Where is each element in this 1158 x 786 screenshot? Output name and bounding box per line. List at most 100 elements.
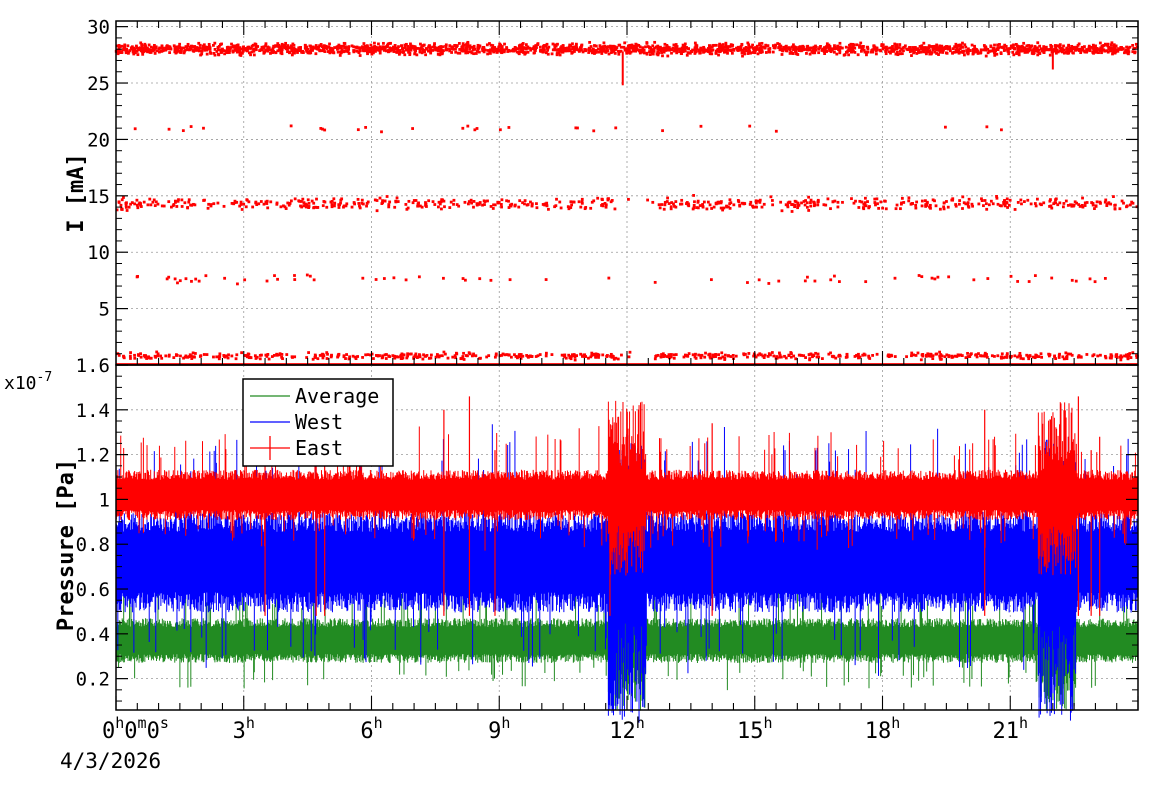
- current-point: [467, 200, 471, 203]
- current-point: [623, 41, 627, 45]
- current-point: [288, 201, 292, 205]
- current-point: [333, 201, 337, 205]
- current-point: [342, 44, 345, 48]
- current-point: [509, 355, 513, 359]
- current-point: [838, 280, 841, 284]
- current-point: [451, 355, 455, 359]
- current-point: [864, 280, 868, 284]
- current-point: [784, 44, 788, 48]
- current-point: [807, 195, 811, 199]
- current-point: [932, 45, 935, 48]
- current-point: [179, 50, 182, 54]
- current-point: [364, 126, 368, 129]
- current-point: [193, 45, 197, 48]
- current-point: [696, 206, 700, 210]
- current-point: [1070, 353, 1074, 357]
- current-point: [859, 41, 863, 45]
- current-point: [714, 201, 718, 205]
- current-point: [411, 127, 415, 130]
- current-point: [266, 206, 270, 210]
- current-point: [454, 50, 458, 54]
- current-point: [476, 48, 480, 51]
- current-point: [719, 49, 722, 53]
- current-point: [607, 52, 611, 56]
- current-point: [751, 51, 755, 54]
- current-point: [966, 351, 969, 355]
- current-point: [933, 47, 937, 51]
- current-point: [228, 49, 231, 53]
- current-point: [778, 351, 781, 355]
- current-point: [760, 41, 764, 45]
- current-point: [749, 45, 753, 49]
- current-point: [357, 202, 361, 205]
- current-point: [569, 44, 573, 48]
- current-point: [985, 207, 989, 211]
- current-point: [684, 354, 688, 358]
- current-point: [461, 126, 465, 130]
- current-point: [795, 47, 798, 51]
- current-point: [796, 204, 800, 208]
- current-point: [167, 127, 171, 131]
- current-point: [925, 46, 929, 50]
- current-point: [434, 355, 438, 359]
- current-point: [290, 355, 294, 359]
- current-point: [1070, 204, 1074, 208]
- current-point: [519, 45, 523, 49]
- current-point: [138, 201, 142, 205]
- current-point: [381, 354, 384, 358]
- current-point: [1115, 353, 1119, 356]
- current-point: [833, 274, 836, 278]
- current-point: [746, 41, 750, 45]
- current-point: [153, 204, 157, 208]
- current-point: [281, 44, 285, 48]
- current-point: [797, 49, 801, 53]
- current-point: [379, 47, 383, 51]
- current-y-tick-label: 25: [87, 73, 110, 95]
- current-point: [600, 204, 603, 207]
- current-point: [382, 46, 386, 49]
- current-point: [989, 199, 993, 203]
- current-point: [251, 205, 255, 209]
- current-point: [874, 203, 877, 207]
- current-point: [706, 200, 710, 204]
- current-point: [794, 50, 798, 54]
- current-point: [790, 203, 794, 206]
- current-point: [814, 48, 818, 52]
- current-point: [597, 356, 600, 359]
- current-point: [777, 42, 781, 46]
- current-point: [526, 50, 530, 54]
- current-point: [354, 357, 358, 361]
- current-point: [953, 354, 957, 358]
- current-point: [189, 125, 193, 128]
- current-point: [748, 203, 752, 206]
- current-point: [624, 47, 627, 51]
- current-point: [153, 51, 157, 55]
- current-point: [374, 49, 377, 53]
- current-point: [662, 207, 666, 211]
- current-point: [1062, 202, 1066, 205]
- current-point: [339, 46, 343, 50]
- current-point: [189, 45, 193, 49]
- current-point: [413, 52, 417, 56]
- current-point: [895, 203, 899, 207]
- current-point: [806, 48, 810, 52]
- current-point: [279, 51, 283, 55]
- current-point: [483, 203, 486, 206]
- current-point: [387, 205, 391, 209]
- current-point: [804, 356, 807, 359]
- current-point: [573, 45, 577, 49]
- current-point: [493, 355, 497, 359]
- current-point: [124, 49, 128, 53]
- current-point: [517, 205, 521, 209]
- current-point: [976, 52, 980, 55]
- current-point: [1014, 42, 1018, 46]
- current-point: [619, 45, 623, 49]
- current-point: [1061, 205, 1065, 209]
- current-point: [710, 207, 714, 210]
- current-point: [416, 202, 420, 206]
- current-point: [543, 202, 547, 206]
- current-point: [787, 353, 791, 357]
- current-point: [693, 200, 696, 204]
- current-point: [314, 354, 317, 358]
- current-point: [167, 200, 171, 204]
